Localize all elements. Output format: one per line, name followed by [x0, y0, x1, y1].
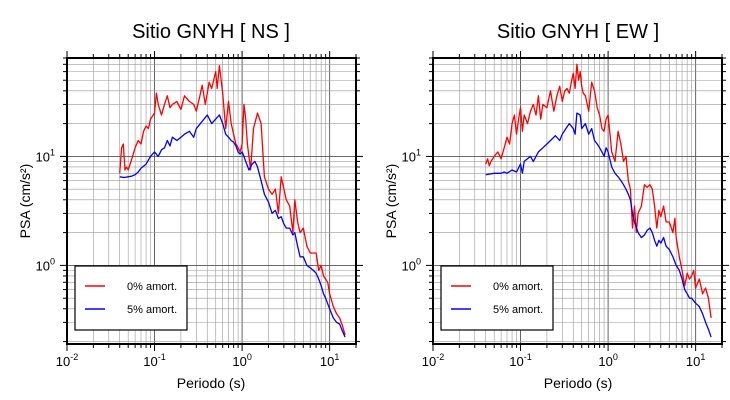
legend-label: 0% amort.: [493, 281, 543, 293]
plot-frame: [432, 57, 723, 345]
legend-label: 5% amort.: [493, 304, 543, 316]
x-axis-label: Periodo (s): [544, 375, 612, 391]
legend-box: [440, 265, 554, 331]
y-tick-label: 101: [36, 147, 55, 164]
chart-title: Sitio GNYH [ EW ]: [497, 21, 659, 43]
legend-label: 5% amort.: [127, 304, 177, 316]
tick-labels: 10-2 10-1 100 101 100 101: [36, 147, 340, 369]
x-tick-label: 101: [686, 352, 705, 369]
series-line-red: [119, 65, 346, 336]
series-line-blue: [485, 112, 712, 338]
chart-ns: Sitio GNYH [ NS ] Periodo (s) PSA (cm/s²…: [17, 21, 363, 391]
series-line-red: [485, 63, 712, 318]
legend: 0% amort. 5% amort.: [74, 265, 188, 331]
tick-labels: 10-2 10-1 100 101 100 101: [402, 147, 706, 369]
series-lines: [485, 63, 712, 338]
x-tick-label: 100: [598, 352, 617, 369]
x-tick-label: 10-1: [143, 352, 165, 369]
x-axis-label: Periodo (s): [177, 375, 245, 391]
x-tick-label: 10-1: [509, 352, 531, 369]
x-tick-label: 10-2: [56, 352, 78, 369]
x-tick-label: 100: [232, 352, 251, 369]
y-tick-label: 100: [36, 256, 55, 273]
legend-label: 0% amort.: [127, 281, 177, 293]
legend-box: [74, 265, 188, 331]
y-tick-label: 101: [402, 147, 421, 164]
chart-ew: Sitio GNYH [ EW ] Periodo (s) PSA (cm/s²…: [383, 21, 729, 391]
x-tick-label: 101: [320, 352, 339, 369]
y-axis-label: PSA (cm/s²): [17, 164, 33, 239]
legend: 0% amort. 5% amort.: [440, 265, 554, 331]
series-line-blue: [119, 114, 346, 338]
plot-frame: [66, 57, 357, 345]
x-tick-label: 10-2: [422, 352, 444, 369]
y-axis-label: PSA (cm/s²): [383, 164, 399, 239]
series-lines: [119, 65, 346, 338]
y-tick-label: 100: [402, 256, 421, 273]
chart-title: Sitio GNYH [ NS ]: [132, 21, 290, 43]
